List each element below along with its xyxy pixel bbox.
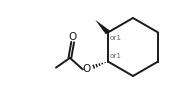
Text: or1: or1 [110, 53, 122, 58]
Text: or1: or1 [110, 34, 122, 41]
Polygon shape [95, 20, 110, 34]
Text: O: O [82, 64, 90, 74]
Text: O: O [69, 32, 77, 42]
